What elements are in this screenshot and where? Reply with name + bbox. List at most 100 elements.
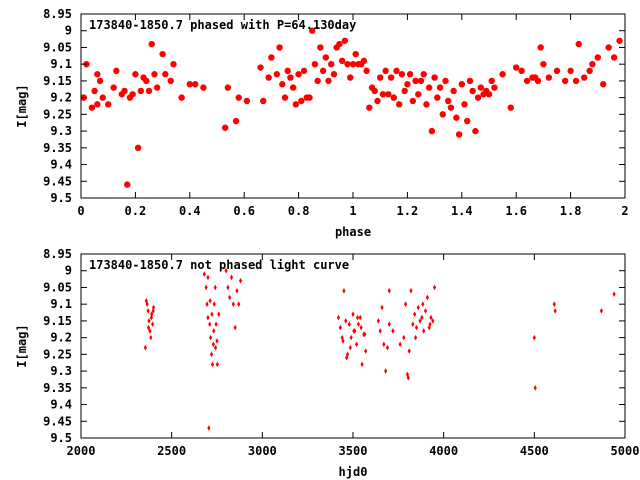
phased-data-point [257, 64, 264, 71]
unphased-y-tick-label: 9.1 [50, 297, 72, 311]
unphased-data-point [206, 274, 210, 281]
unphased-data-point [427, 324, 431, 331]
phased-data-point [485, 91, 493, 98]
unphased-data-point [382, 341, 386, 348]
phased-data-point [178, 94, 185, 101]
phased-chart-title: 173840-1850.7 phased with P=64.130day [89, 18, 356, 32]
unphased-x-tick-label: 2500 [157, 444, 186, 458]
unphased-data-point [351, 311, 355, 318]
unphased-data-point [420, 314, 424, 321]
phased-data-point [390, 94, 397, 101]
unphased-data-point [212, 328, 216, 334]
unphased-data-point [391, 328, 395, 334]
unphased-data-point [416, 304, 420, 311]
phased-data-point [436, 84, 444, 91]
phased-data-point [232, 117, 240, 125]
phased-data-point [148, 40, 155, 48]
unphased-light-curve-panel: 2000 2500 3000 3500 4000 4500 5000 8.95 9 9.05 9.1… [15, 247, 639, 479]
unphased-data-point [344, 318, 348, 324]
unphased-data-point [345, 354, 349, 361]
phased-data-point [243, 97, 251, 105]
unphased-data-point [213, 284, 217, 291]
unphased-data-point [149, 334, 153, 341]
unphased-x-tick-label: 5000 [611, 444, 640, 458]
unphased-data-point [403, 301, 408, 307]
phased-y-tick-label: 9.45 [43, 174, 72, 188]
phased-data-point [572, 77, 580, 85]
unphased-data-point [146, 308, 150, 314]
phased-data-point [474, 94, 482, 101]
unphased-data-point [231, 301, 235, 307]
phased-data-point [594, 54, 601, 61]
unphased-data-point [425, 294, 429, 301]
unphased-x-tick-label: 4000 [429, 444, 458, 458]
phased-data-point [132, 71, 139, 78]
phased-x-tick-label: 0.8 [288, 204, 310, 218]
phased-data-point [265, 74, 272, 81]
unphased-data-point [413, 311, 417, 318]
phased-data-point [385, 91, 392, 98]
phased-data-point [352, 50, 359, 58]
unphased-data-point [347, 321, 351, 328]
unphased-data-point [215, 361, 219, 368]
phased-data-point [415, 91, 422, 98]
unphased-y-tick-label: 9.2 [50, 331, 72, 345]
phased-x-tick-label: 1.6 [505, 204, 527, 218]
phased-data-point [431, 74, 438, 81]
phased-data-point [287, 74, 294, 81]
phased-data-point [170, 60, 177, 68]
unphased-data-point [238, 277, 243, 284]
unphased-data-point [349, 334, 353, 341]
phased-y-tick-label: 9.5 [50, 191, 72, 205]
phased-data-point [409, 97, 417, 105]
phased-data-point [349, 60, 357, 68]
phased-data-point [491, 84, 498, 91]
unphased-data-point [533, 385, 537, 391]
unphased-data-point [413, 334, 418, 341]
unphased-chart-title: 173840-1850.7 not phased light curve [89, 258, 349, 272]
phased-data-point [311, 60, 319, 68]
unphased-data-point [237, 301, 241, 307]
unphased-data-point [421, 301, 425, 307]
phased-data-point [330, 71, 338, 78]
unphased-data-point [208, 298, 212, 304]
unphased-data-point [406, 374, 410, 381]
phased-data-point [434, 94, 441, 101]
phased-data-point [428, 127, 436, 135]
phased-data-point [224, 84, 232, 91]
phased-data-point [88, 104, 96, 111]
phased-axis-ticks: 0 0.2 0.4 0.6 0.8 1 1.2 1.4 1.6 1.8 2 8.95 9 9.05 9.1 9… [43, 7, 629, 218]
phased-data-point [319, 67, 327, 75]
unphased-data-point [599, 308, 604, 314]
phased-x-tick-label: 1.8 [560, 204, 582, 218]
unphased-data-point [209, 334, 213, 341]
unphased-y-tick-label: 9.25 [43, 347, 72, 361]
unphased-data-point [208, 321, 212, 328]
phased-data-point [235, 94, 242, 101]
phased-data-point [322, 54, 329, 61]
phased-data-point [561, 77, 569, 85]
phased-data-point [371, 87, 378, 95]
phased-data-point [336, 40, 343, 48]
unphased-data-point [211, 341, 215, 348]
unphased-data-point [431, 318, 435, 324]
unphased-data-point [146, 324, 151, 331]
unphased-data-point [149, 314, 153, 321]
phased-data-point [518, 67, 525, 75]
unphased-data-point [226, 284, 230, 291]
phased-data-point [167, 77, 174, 85]
unphased-data-point [210, 311, 214, 318]
phased-data-point [338, 57, 346, 65]
unphased-data-point [409, 288, 413, 294]
phased-y-axis-label: I[mag] [15, 84, 29, 127]
phased-x-tick-label: 1.2 [397, 204, 419, 218]
phased-data-point [121, 87, 128, 95]
phased-data-point [96, 77, 104, 85]
phased-x-tick-label: 1 [349, 204, 356, 218]
phased-data-point [447, 104, 455, 111]
unphased-data-point [210, 361, 215, 368]
phased-data-point [159, 50, 166, 58]
phased-data-point [586, 67, 593, 75]
unphased-data-point [342, 288, 346, 294]
phased-data-point [284, 67, 291, 75]
